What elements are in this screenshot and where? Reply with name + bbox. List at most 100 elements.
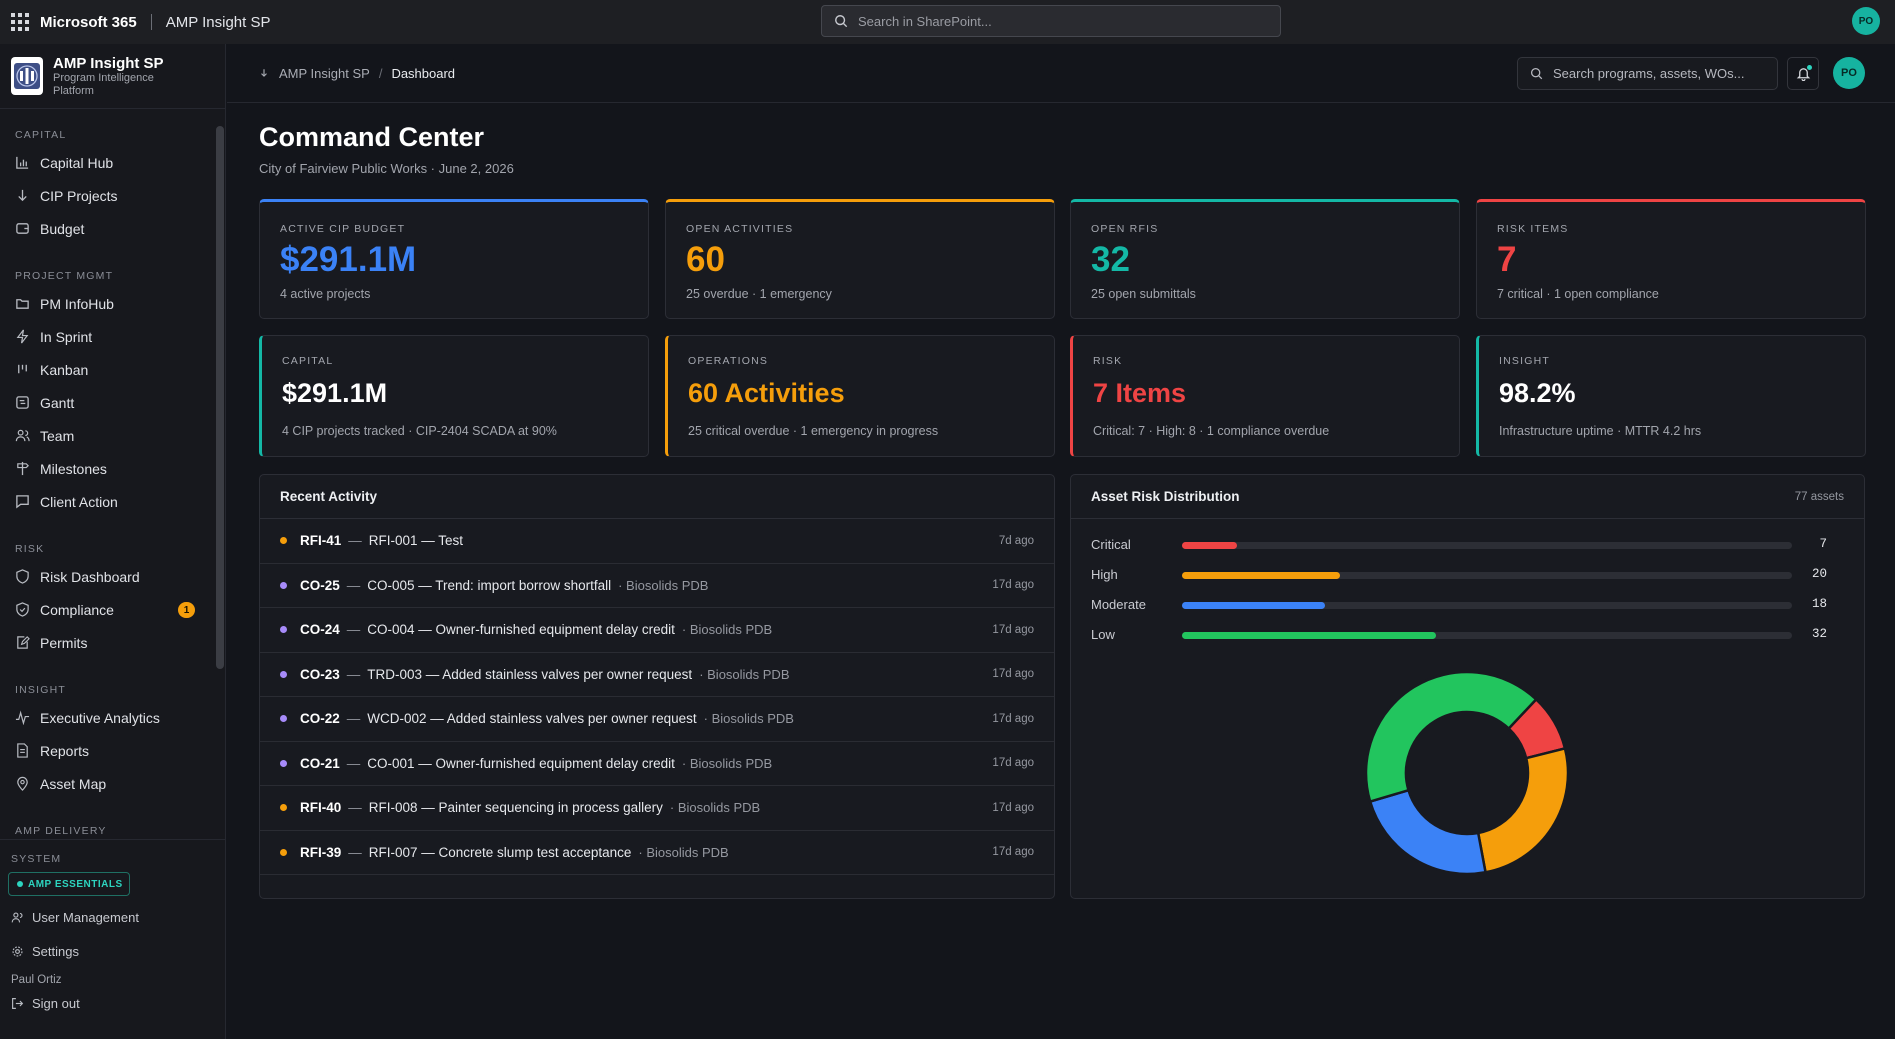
kpi-label: OPEN RFIS xyxy=(1091,223,1159,235)
activity-time: 17d ago xyxy=(992,579,1034,592)
global-search[interactable] xyxy=(1517,57,1778,90)
nav-section-insight: INSIGHT xyxy=(15,684,66,696)
activity-row[interactable]: RFI-39 — RFI-007 — Concrete slump test acc… xyxy=(260,831,1054,875)
kanban-icon xyxy=(18,364,27,374)
sidebar-item-client-action[interactable]: Client Action xyxy=(0,485,216,518)
user-avatar[interactable]: PO xyxy=(1833,57,1865,89)
kpi-value: 60 xyxy=(686,240,725,279)
activity-title: CO-001 — Owner-furnished equipment delay… xyxy=(367,755,675,771)
kpi-value: 32 xyxy=(1091,240,1130,279)
activity-dot xyxy=(280,537,287,545)
sidebar-item-kanban[interactable]: Kanban xyxy=(0,353,216,386)
activity-row[interactable]: CO-21 — CO-001 — Owner-furnished equipment… xyxy=(260,742,1054,786)
risk-row-critical: Critical 7 xyxy=(1091,537,1827,553)
suite-avatar[interactable]: PO xyxy=(1852,7,1880,35)
kpi-card-active-cip-budget[interactable]: ACTIVE CIP BUDGET $291.1M 4 active proje… xyxy=(259,199,649,319)
sidebar-item-permits[interactable]: Permits xyxy=(0,626,216,659)
activity-id: RFI-39 xyxy=(300,844,342,860)
sharepoint-search-input[interactable] xyxy=(858,13,1258,29)
users-icon xyxy=(11,911,23,922)
signpost-icon xyxy=(17,461,29,476)
activity-title: CO-004 — Owner-furnished equipment delay… xyxy=(367,622,675,638)
summary-card-operations[interactable]: OPERATIONS 60 Activities 25 critical ove… xyxy=(665,335,1055,457)
recent-activity-title: Recent Activity xyxy=(260,475,1054,519)
activity-row[interactable]: RFI-40 — RFI-008 — Painter sequencing in p… xyxy=(260,786,1054,831)
site-name[interactable]: AMP Insight SP xyxy=(165,13,271,31)
risk-value: 20 xyxy=(1811,567,1827,581)
activity-row[interactable]: RFI-41 — RFI-001 — Test 7d ago xyxy=(260,519,1054,564)
activity-id: CO-23 xyxy=(300,666,340,682)
sidebar-item-label: Client Action xyxy=(40,493,118,510)
sidebar-item-pm-infohub[interactable]: PM InfoHub xyxy=(0,287,216,320)
sidebar-scrollbar[interactable] xyxy=(216,126,224,669)
team-icon xyxy=(15,429,30,442)
amp-essentials-label: AMP ESSENTIALS xyxy=(28,878,123,890)
bell-icon xyxy=(1796,68,1810,81)
activity-dot xyxy=(280,670,287,678)
donut-slice-high[interactable] xyxy=(1476,746,1570,874)
asset-risk-header: Asset Risk Distribution 77 assets xyxy=(1071,475,1864,519)
sidebar-item-reports[interactable]: Reports xyxy=(0,734,216,767)
activity-dash: — xyxy=(346,577,361,593)
risk-row-moderate: Moderate 18 xyxy=(1091,597,1827,613)
risk-value: 7 xyxy=(1819,537,1827,551)
activity-row[interactable]: CO-25 — CO-005 — Trend: import borrow shor… xyxy=(260,564,1054,608)
kpi-subtext: 25 overdue · 1 emergency xyxy=(686,287,832,301)
sidebar-item-executive-analytics[interactable]: Executive Analytics xyxy=(0,701,216,734)
activity-dot xyxy=(280,759,287,767)
sidebar-item-cip-projects[interactable]: CIP Projects xyxy=(0,179,216,212)
donut-slice-low[interactable] xyxy=(1364,670,1538,804)
sharepoint-search[interactable] xyxy=(821,5,1281,37)
sidebar-item-label: Kanban xyxy=(40,361,89,378)
activity-row[interactable]: CO-24 — CO-004 — Owner-furnished equipment… xyxy=(260,608,1054,653)
sidebar-item-risk-dashboard[interactable]: Risk Dashboard xyxy=(0,560,216,593)
sidebar-item-budget[interactable]: Budget xyxy=(0,212,216,245)
sidebar-item-team[interactable]: Team xyxy=(0,419,216,452)
nav-section-system: SYSTEM xyxy=(11,853,62,865)
sidebar-item-label: CIP Projects xyxy=(40,187,118,204)
summary-label: CAPITAL xyxy=(282,355,334,367)
brand[interactable]: AMP Insight SP Program Intelligence Plat… xyxy=(0,44,225,109)
sidebar-item-capital-hub[interactable]: Capital Hub xyxy=(0,146,216,179)
sidebar-item-label: Budget xyxy=(40,220,85,237)
summary-label: OPERATIONS xyxy=(688,355,769,367)
nav-section-project-mgmt: PROJECT MGMT xyxy=(15,270,114,282)
sidebar-item-settings[interactable]: Settings xyxy=(0,934,225,968)
kpi-card-open-rfis[interactable]: OPEN RFIS 32 25 open submittals xyxy=(1070,199,1460,319)
activity-row[interactable]: CO-22 — WCD-002 — Added stainless valves p… xyxy=(260,697,1054,742)
summary-card-insight[interactable]: INSIGHT 98.2% Infrastructure uptime · MT… xyxy=(1476,335,1866,457)
summary-card-capital[interactable]: CAPITAL $291.1M 4 CIP projects tracked ·… xyxy=(259,335,649,457)
sign-out-button[interactable]: Sign out xyxy=(0,990,225,1016)
sidebar-item-in-sprint[interactable]: In Sprint xyxy=(0,320,216,353)
sidebar-item-compliance[interactable]: Compliance 1 xyxy=(0,593,216,626)
global-search-input[interactable] xyxy=(1553,66,1773,81)
activity-project: · Biosolids PDB xyxy=(681,755,773,771)
search-icon xyxy=(835,15,848,28)
app-launcher-icon[interactable] xyxy=(11,13,29,31)
sidebar-item-milestones[interactable]: Milestones xyxy=(0,452,216,485)
kpi-value: 7 xyxy=(1497,240,1517,279)
sidebar-item-label: In Sprint xyxy=(40,328,93,345)
page-title: Command Center xyxy=(259,122,485,152)
sidebar-item-asset-map[interactable]: Asset Map xyxy=(0,767,216,800)
donut-slice-moderate[interactable] xyxy=(1368,788,1487,876)
folder-icon xyxy=(16,299,29,309)
risk-row-low: Low 32 xyxy=(1091,627,1827,643)
activity-row[interactable]: CO-23 — TRD-003 — Added stainless valves p… xyxy=(260,653,1054,697)
breadcrumb-root[interactable]: AMP Insight SP xyxy=(279,65,370,81)
notification-dot xyxy=(1807,65,1812,70)
summary-subtext: Critical: 7 · High: 8 · 1 compliance ove… xyxy=(1093,424,1330,438)
summary-card-risk[interactable]: RISK 7 Items Critical: 7 · High: 8 · 1 c… xyxy=(1070,335,1460,457)
activity-dot xyxy=(280,626,287,634)
sidebar-item-gantt[interactable]: Gantt xyxy=(0,386,216,419)
risk-track xyxy=(1182,632,1792,639)
sidebar-item-user-management[interactable]: User Management xyxy=(0,900,225,934)
brand-logo-icon xyxy=(11,57,43,95)
summary-subtext: Infrastructure uptime · MTTR 4.2 hrs xyxy=(1499,424,1702,438)
m365-label[interactable]: Microsoft 365 xyxy=(40,13,137,31)
kpi-card-risk-items[interactable]: RISK ITEMS 7 7 critical · 1 open complia… xyxy=(1476,199,1866,319)
activity-icon xyxy=(15,710,30,725)
activity-id: RFI-41 xyxy=(300,533,342,549)
kpi-card-open-activities[interactable]: OPEN ACTIVITIES 60 25 overdue · 1 emerge… xyxy=(665,199,1055,319)
notifications-button[interactable] xyxy=(1787,57,1819,90)
